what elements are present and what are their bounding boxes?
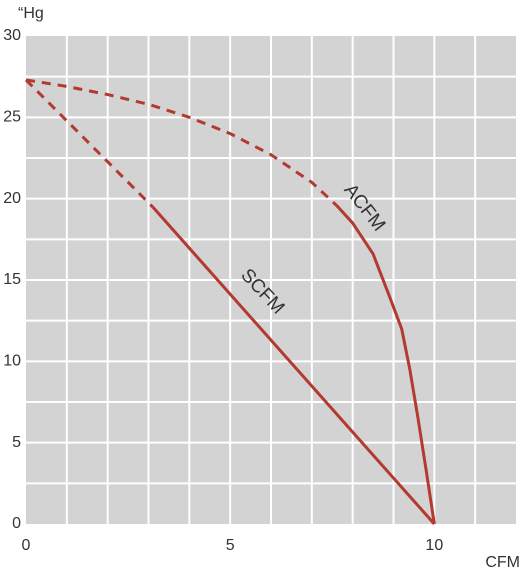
x-tick-label: 5: [226, 537, 235, 554]
y-tick-label: 5: [12, 434, 21, 451]
line-segment: [335, 204, 436, 525]
x-tick-label: 0: [22, 537, 31, 554]
y-tick-label: 15: [3, 271, 21, 288]
y-tick-label: 10: [3, 353, 21, 370]
y-axis-label: “Hg: [18, 5, 44, 22]
line-segment: [151, 205, 436, 525]
y-tick-label: 25: [3, 109, 21, 126]
line-segment: [24, 78, 154, 208]
y-tick-label: 30: [3, 27, 21, 44]
x-tick-label: 10: [425, 537, 443, 554]
line-segment: [25, 78, 338, 207]
x-axis-label: CFM: [485, 554, 520, 571]
y-tick-label: 0: [12, 515, 21, 532]
y-tick-label: 20: [3, 190, 21, 207]
